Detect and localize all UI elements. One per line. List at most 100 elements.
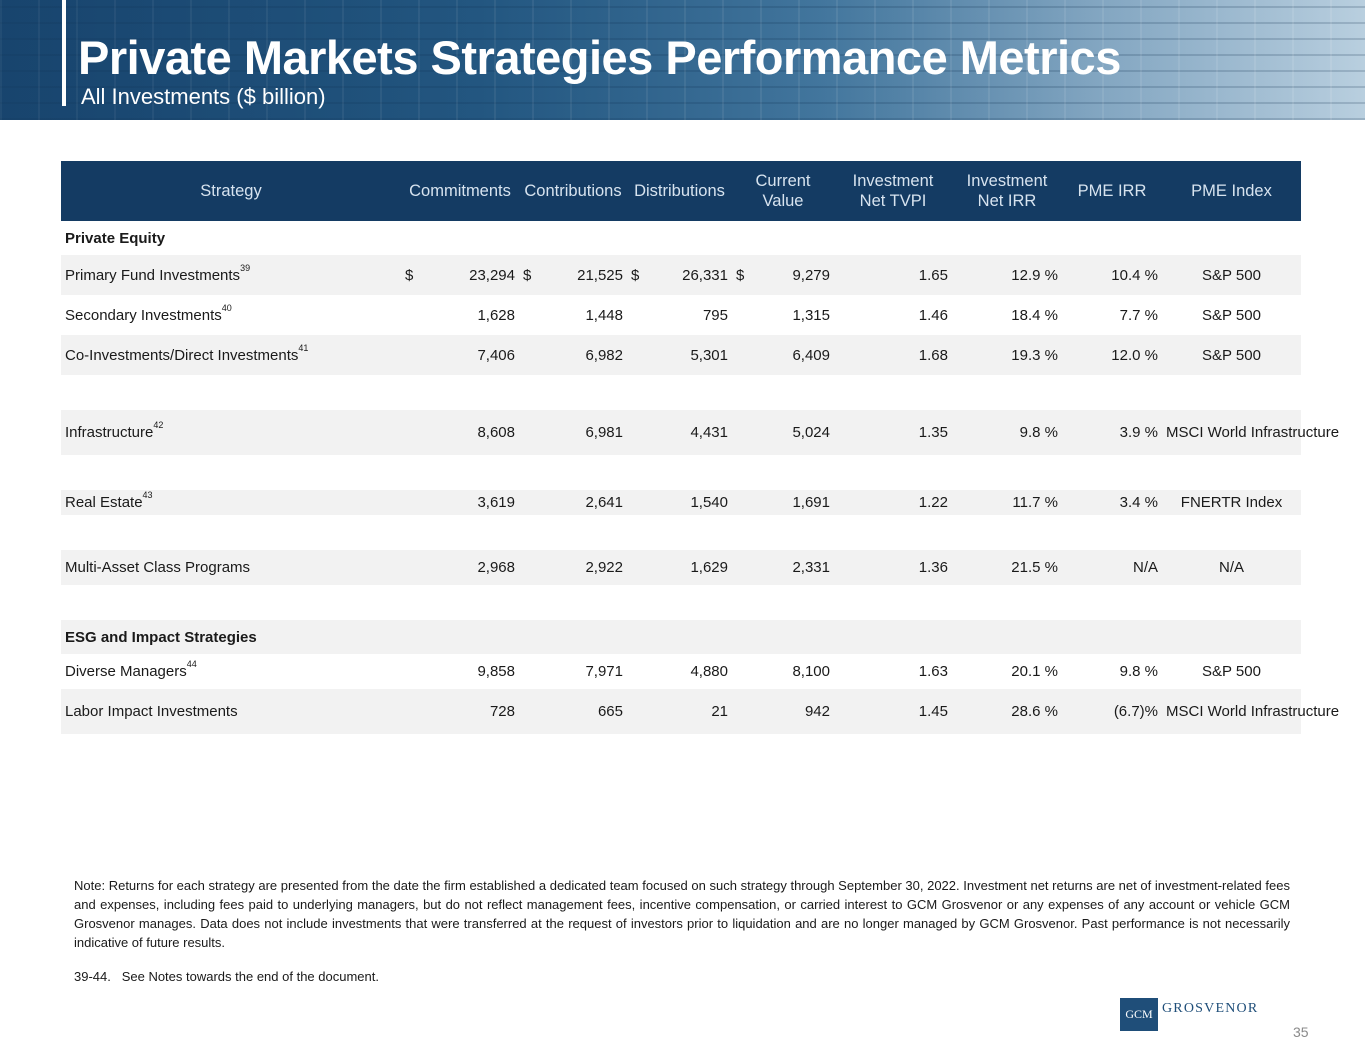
distributions-cell: 1,629	[627, 550, 732, 585]
current-value-cell: 1,691	[732, 490, 834, 515]
current-value-cell: 942	[732, 689, 834, 734]
pme-irr-cell: 3.4 %	[1062, 490, 1162, 515]
pme-index-cell: MSCI World Infrastructure	[1162, 410, 1339, 455]
commitments-cell: 7,406	[401, 335, 519, 375]
strategy-cell: Co-Investments/Direct Investments41	[61, 335, 401, 375]
commitments-cell: 728	[401, 689, 519, 734]
pme-irr-cell: 7.7 %	[1119, 306, 1158, 324]
pme-index-cell: S&P 500	[1162, 335, 1301, 375]
col-strategy: Strategy	[61, 161, 401, 221]
commitments-cell: 3,619	[401, 490, 519, 515]
accent-bar	[62, 0, 66, 106]
pme-irr-cell: 12.0 %	[1062, 335, 1162, 375]
pme-irr-cell: 9.8 %	[1119, 663, 1158, 680]
net-irr-cell: 20.1 %	[1011, 663, 1058, 680]
table-row: Co-Investments/Direct Investments41 7,40…	[61, 335, 1301, 375]
col-distributions: Distributions	[627, 161, 732, 221]
col-pme-index: PME Index	[1162, 161, 1301, 221]
tvpi-cell: 1.22	[834, 490, 952, 515]
disclaimer-note: Note: Returns for each strategy are pres…	[74, 878, 1290, 950]
contributions-cell: 2,641	[519, 490, 627, 515]
net-irr-cell: 12.9 %	[952, 255, 1062, 295]
table-row: Secondary Investments40 1,628 1,448 795 …	[61, 295, 1301, 335]
tvpi-cell: 1.36	[834, 550, 952, 585]
current-value-cell: 1,315	[792, 306, 830, 324]
pme-irr-cell: N/A	[1062, 550, 1162, 585]
net-irr-cell: 28.6 %	[952, 689, 1062, 734]
pme-index-cell: S&P 500	[1202, 306, 1261, 324]
section-row: Private Equity	[61, 221, 1301, 255]
contributions-cell: 6,982	[519, 335, 627, 375]
net-irr-cell: 18.4 %	[1011, 306, 1058, 324]
banner-shade	[0, 0, 1365, 120]
col-commitments: Commitments	[401, 161, 519, 221]
pme-index-cell: FNERTR Index	[1162, 490, 1301, 515]
table-row: Multi-Asset Class Programs 2,968 2,922 1…	[61, 550, 1301, 585]
current-value-cell: 8,100	[792, 663, 830, 680]
contributions-cell: $21,525	[519, 255, 627, 295]
table-row: Infrastructure42 8,608 6,981 4,431 5,024…	[61, 410, 1339, 455]
net-irr-cell: 9.8 %	[952, 410, 1062, 455]
logo-mark: GCM	[1120, 998, 1158, 1031]
strategy-cell: Primary Fund Investments39	[61, 255, 401, 295]
contributions-cell: 1,448	[585, 306, 623, 324]
spacer-row	[61, 515, 1301, 550]
strategy-cell: Real Estate43	[61, 490, 401, 515]
pme-index-cell: N/A	[1162, 550, 1301, 585]
pme-index-cell: MSCI World Infrastructure	[1162, 689, 1339, 734]
pme-irr-cell: (6.7)%	[1062, 689, 1162, 734]
tvpi-cell: 1.63	[918, 663, 948, 680]
net-irr-cell: 11.7 %	[952, 490, 1062, 515]
section-label: Private Equity	[65, 229, 166, 247]
contributions-cell: 6,981	[519, 410, 627, 455]
distributions-cell: 5,301	[627, 335, 732, 375]
contributions-cell: 7,971	[585, 663, 623, 680]
pme-irr-cell: 10.4 %	[1062, 255, 1162, 295]
tvpi-cell: 1.35	[834, 410, 952, 455]
col-net-tvpi: Investment Net TVPI	[834, 161, 952, 221]
current-value-cell: 5,024	[732, 410, 834, 455]
table-row: Primary Fund Investments39 $23,294 $21,5…	[61, 255, 1301, 295]
page-title: Private Markets Strategies Performance M…	[78, 31, 1121, 84]
table-row: Labor Impact Investments 728 665 21 942 …	[61, 689, 1339, 734]
page-subtitle: All Investments ($ billion)	[81, 84, 326, 109]
pme-index-cell: S&P 500	[1162, 255, 1301, 295]
col-pme-irr: PME IRR	[1062, 161, 1162, 221]
contributions-cell: 2,922	[519, 550, 627, 585]
current-value-cell: 2,331	[732, 550, 834, 585]
strategy-cell: Multi-Asset Class Programs	[61, 550, 401, 585]
current-value-cell: 6,409	[732, 335, 834, 375]
table-row: Diverse Managers44 9,858 7,971 4,880 8,1…	[61, 654, 1301, 689]
strategy-cell: Diverse Managers44	[65, 659, 197, 680]
distributions-cell: $26,331	[627, 255, 732, 295]
distributions-cell: 1,540	[627, 490, 732, 515]
strategy-cell: Secondary Investments40	[65, 302, 232, 324]
tvpi-cell: 1.68	[834, 335, 952, 375]
strategy-cell: Infrastructure42	[61, 410, 401, 455]
tvpi-cell: 1.45	[834, 689, 952, 734]
commitments-cell: 2,968	[401, 550, 519, 585]
current-value-cell: $9,279	[732, 255, 834, 295]
commitments-cell: 9,858	[477, 663, 515, 680]
distributions-cell: 4,431	[627, 410, 732, 455]
net-irr-cell: 21.5 %	[952, 550, 1062, 585]
distributions-cell: 795	[702, 306, 728, 324]
distributions-cell: 21	[627, 689, 732, 734]
distributions-cell: 4,880	[690, 663, 728, 680]
footnote-reference: 39-44. See Notes towards the end of the …	[74, 969, 379, 984]
spacer-row	[61, 375, 1301, 410]
commitments-cell: $23,294	[401, 255, 519, 295]
section-label: ESG and Impact Strategies	[61, 620, 1301, 654]
page-number: 35	[1293, 1024, 1309, 1040]
commitments-cell: 8,608	[401, 410, 519, 455]
strategy-cell: Labor Impact Investments	[61, 689, 401, 734]
tvpi-cell: 1.46	[918, 306, 948, 324]
spacer-row	[61, 585, 1301, 620]
header-banner: Private Markets Strategies Performance M…	[0, 0, 1365, 120]
contributions-cell: 665	[519, 689, 627, 734]
col-current-value: Current Value	[732, 161, 834, 221]
col-net-irr: Investment Net IRR	[952, 161, 1062, 221]
pme-irr-cell: 3.9 %	[1062, 410, 1162, 455]
section-row: ESG and Impact Strategies	[61, 620, 1301, 654]
commitments-cell: 1,628	[477, 306, 515, 324]
